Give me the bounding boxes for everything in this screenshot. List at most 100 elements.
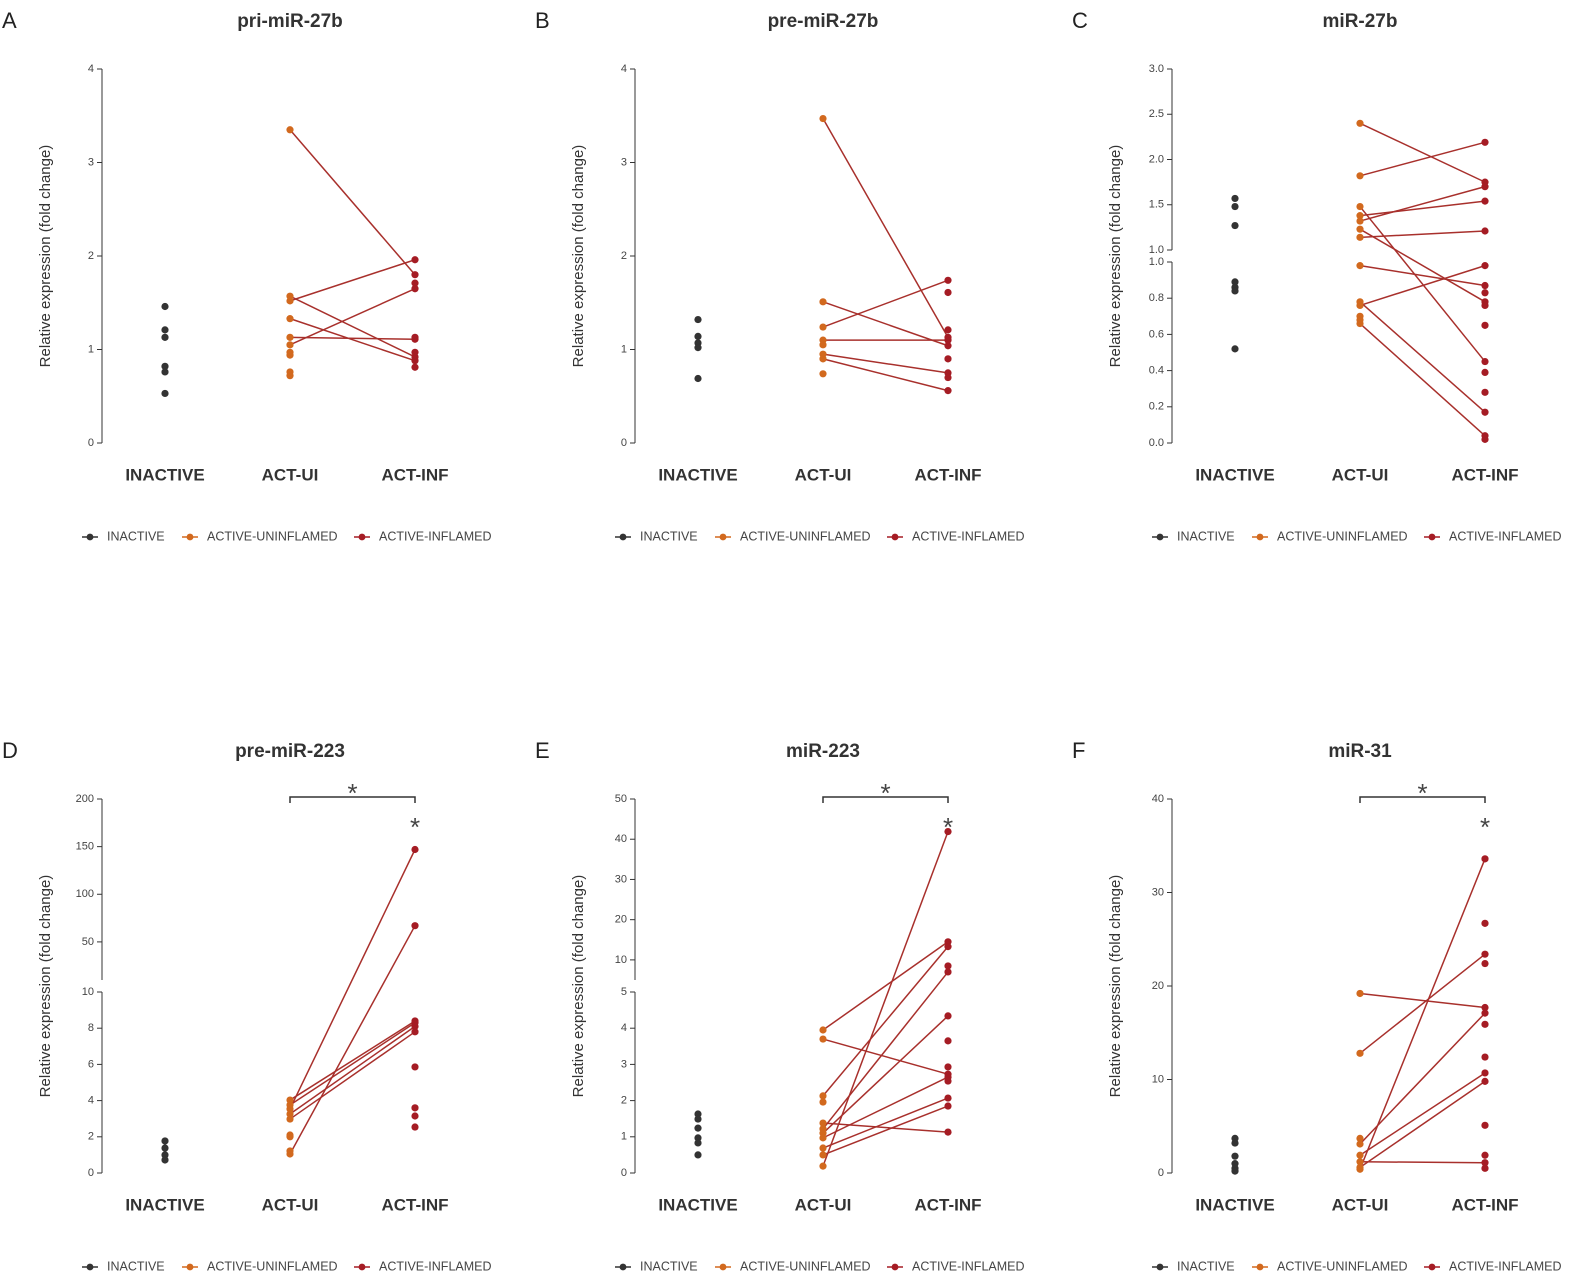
- panel-title: miR-31: [1328, 741, 1392, 762]
- y-tick-label: 10: [1152, 1073, 1164, 1085]
- significance-bracket: [822, 796, 949, 803]
- data-point: [286, 1110, 294, 1118]
- panel-letter: E: [535, 738, 550, 763]
- legend-dot: [1256, 1263, 1264, 1271]
- y-tick-label: 2.0: [1149, 153, 1164, 165]
- data-point: [819, 1134, 827, 1142]
- data-point: [286, 341, 294, 349]
- data-point: [694, 1151, 702, 1159]
- x-tick-label: ACT-INF: [381, 1195, 448, 1214]
- data-point: [1481, 1151, 1489, 1159]
- y-tick-label: 2.5: [1149, 108, 1164, 120]
- pair-line: [822, 1122, 949, 1133]
- y-tick-label: 30: [615, 873, 627, 885]
- data-point: [1481, 959, 1489, 968]
- pair-line: [822, 831, 949, 1167]
- x-tick-label: ACT-UI: [262, 465, 319, 484]
- data-point: [694, 1139, 702, 1147]
- x-tick-label: ACT-UI: [262, 1195, 319, 1214]
- y-tick-label: 0: [1158, 1167, 1164, 1179]
- y-tick-label: 1: [621, 1131, 627, 1143]
- pair-line: [1359, 1072, 1486, 1156]
- x-tick-label: ACT-INF: [1451, 465, 1518, 484]
- data-point: [819, 1162, 827, 1170]
- pair-line: [289, 336, 416, 340]
- y-tick-label: 40: [615, 833, 627, 845]
- data-point: [1356, 172, 1364, 180]
- panel-letter: D: [2, 738, 18, 763]
- legend-dot: [1156, 533, 1164, 541]
- data-point: [161, 1151, 169, 1159]
- legend-label: INACTIVE: [640, 1259, 698, 1273]
- pair-line: [1359, 992, 1486, 1009]
- legend-label: INACTIVE: [640, 529, 698, 543]
- legend-dot: [891, 533, 899, 541]
- pair-line: [822, 1105, 949, 1156]
- data-point: [161, 302, 169, 311]
- data-point: [819, 341, 827, 349]
- data-point: [1481, 1121, 1489, 1129]
- data-point: [694, 315, 702, 324]
- data-point: [819, 1035, 827, 1043]
- data-point: [694, 1134, 702, 1142]
- y-tick-label: 5: [621, 986, 627, 998]
- data-point: [1356, 298, 1364, 306]
- y-tick-label: 8: [88, 1022, 94, 1034]
- y-tick-label: 0.6: [1149, 328, 1164, 340]
- data-point: [161, 368, 169, 376]
- legend-dot: [619, 533, 627, 541]
- data-point: [161, 1144, 169, 1152]
- legend-label: ACTIVE-INFLAMED: [1449, 529, 1562, 543]
- legend-dot: [619, 1263, 627, 1271]
- y-tick-label: 0.2: [1149, 401, 1164, 413]
- data-point: [1481, 138, 1489, 146]
- legend-dot: [1428, 533, 1436, 541]
- data-point: [286, 292, 294, 300]
- significance-star: *: [943, 812, 953, 842]
- data-point: [1481, 408, 1489, 416]
- pair-line: [1359, 141, 1486, 177]
- legend-label: ACTIVE-INFLAMED: [912, 1259, 1025, 1273]
- data-point: [286, 1133, 294, 1141]
- data-point: [1356, 989, 1364, 998]
- y-tick-label: 4: [88, 1095, 94, 1107]
- data-point: [1481, 1053, 1489, 1061]
- data-point: [1481, 1069, 1489, 1077]
- data-point: [1481, 289, 1489, 297]
- y-tick-label: 2: [88, 250, 94, 262]
- data-point: [411, 1112, 419, 1120]
- pair-line: [289, 129, 416, 276]
- data-point: [411, 348, 419, 356]
- y-tick-label: 50: [615, 793, 627, 805]
- legend-dot: [186, 533, 194, 541]
- panel-title: pri-miR-27b: [237, 11, 343, 32]
- legend-label: ACTIVE-INFLAMED: [1449, 1259, 1562, 1273]
- legend-label: ACTIVE-UNINFLAMED: [207, 529, 338, 543]
- y-tick-label: 0: [88, 1167, 94, 1179]
- panel-title: pre-miR-27b: [768, 11, 879, 32]
- significance-star: *: [880, 778, 890, 808]
- data-point: [286, 1115, 294, 1123]
- data-point: [1481, 321, 1489, 329]
- x-tick-label: ACT-INF: [914, 465, 981, 484]
- y-tick-label: 1.0: [1149, 256, 1164, 268]
- y-tick-label: 1: [621, 343, 627, 355]
- y-tick-label: 3: [621, 156, 627, 168]
- data-point: [694, 374, 702, 383]
- data-point: [819, 1119, 827, 1127]
- legend-dot: [86, 1263, 94, 1271]
- data-point: [944, 336, 952, 344]
- data-point: [286, 1147, 294, 1155]
- data-point: [411, 279, 419, 287]
- significance-star: *: [410, 812, 420, 842]
- pair-line: [1359, 230, 1486, 239]
- pair-line: [289, 259, 416, 302]
- y-tick-label: 40: [1152, 793, 1164, 805]
- x-tick-label: INACTIVE: [658, 465, 737, 484]
- legend-label: ACTIVE-INFLAMED: [379, 529, 492, 543]
- data-point: [1481, 1164, 1489, 1172]
- x-tick-label: INACTIVE: [1195, 465, 1274, 484]
- significance-star: *: [1480, 812, 1490, 842]
